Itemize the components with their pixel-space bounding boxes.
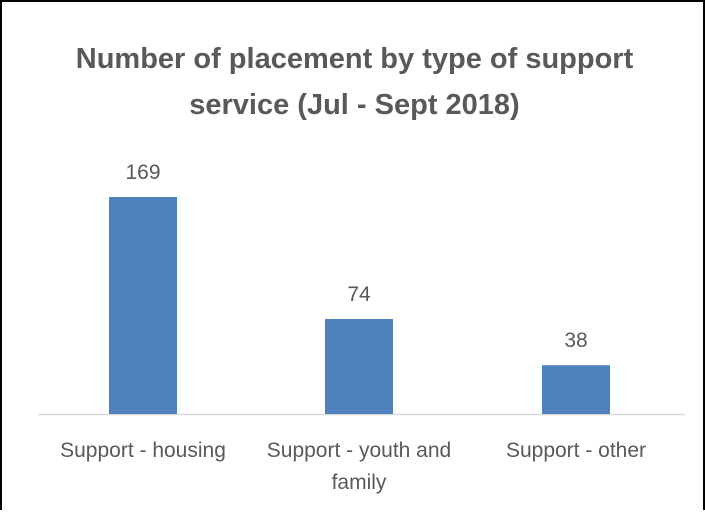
- data-label: 169: [125, 161, 160, 184]
- chart-title: Number of placement by type of support s…: [75, 43, 634, 121]
- bar: [325, 318, 393, 414]
- data-label-group: 169 74 38: [125, 161, 587, 352]
- bar: [109, 197, 177, 414]
- data-label: 38: [564, 329, 587, 352]
- category-label: Support - other: [505, 439, 647, 462]
- bar: [542, 365, 610, 414]
- bar-series: [109, 197, 610, 414]
- data-label: 74: [347, 283, 371, 306]
- category-label: Support - youth and family: [266, 439, 452, 494]
- category-label: Support - housing: [60, 439, 226, 462]
